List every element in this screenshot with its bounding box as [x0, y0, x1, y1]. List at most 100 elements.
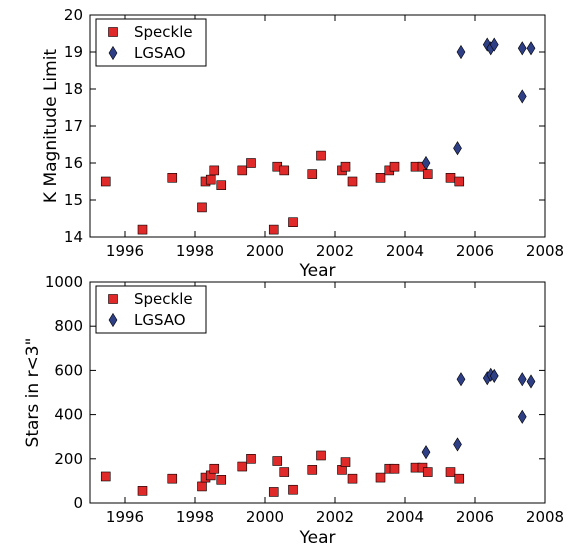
- top-speckle-point: [288, 217, 298, 227]
- top-speckle-point: [279, 165, 290, 176]
- bottom-speckle-point: [197, 481, 207, 492]
- top-lgsao-point: [526, 41, 536, 56]
- bottom-speckle-point: [137, 486, 148, 496]
- top-y-tick-label: 15: [64, 191, 83, 209]
- top-speckle-point: [167, 173, 178, 183]
- bottom-speckle-point: [272, 456, 283, 466]
- bottom-speckle-point: [216, 474, 227, 485]
- bottom-y-tick-label: 200: [54, 450, 83, 468]
- top-speckle-point: [422, 169, 433, 179]
- bottom-x-tick-label: 2004: [386, 508, 424, 526]
- bottom-panel: 1996 1998 2000 2002 2004 2006 2008 0 200 400 600 80…: [23, 273, 564, 548]
- top-speckle-point: [237, 165, 248, 176]
- top-speckle-point: [307, 169, 318, 179]
- bottom-lgsao-point: [453, 437, 462, 452]
- bottom-legend-speckle-label: Speckle: [134, 290, 193, 308]
- bottom-legend-speckle-marker: [108, 294, 118, 304]
- bottom-speckle-point: [237, 461, 248, 472]
- top-legend-lgsao-label: LGSAO: [134, 44, 186, 62]
- top-x-tick-label: 2002: [316, 242, 354, 260]
- top-lgsao-point: [421, 155, 431, 171]
- bottom-speckle-point: [422, 467, 433, 477]
- top-speckle-point: [375, 173, 386, 183]
- top-y-tick-label: 14: [64, 228, 83, 246]
- top-speckle-point: [216, 180, 227, 190]
- top-speckle-point: [246, 158, 256, 168]
- bottom-speckle-point: [347, 473, 358, 484]
- bottom-speckle-point: [209, 463, 220, 474]
- bottom-lgsao-point: [421, 445, 431, 460]
- top-speckle-point: [209, 165, 220, 176]
- bottom-x-tick-label: 1998: [176, 508, 214, 526]
- bottom-x-axis-label: Year: [299, 528, 336, 548]
- bottom-lgsao-point: [489, 368, 499, 383]
- top-lgsao-point: [456, 44, 466, 60]
- top-panel: 1996 1998 2000 2002 2004 2006 2008 14 15 16 17 18 19…: [41, 6, 564, 281]
- bottom-legend-box: [95, 285, 207, 334]
- bottom-y-tick-label: 600: [54, 361, 83, 379]
- bottom-speckle-point: [288, 484, 298, 495]
- top-legend-speckle-marker: [108, 27, 118, 37]
- top-speckle-point: [445, 173, 456, 183]
- top-speckle-point: [268, 224, 279, 235]
- top-x-tick-label: 2004: [386, 242, 424, 260]
- bottom-y-tick-label: 400: [54, 406, 83, 424]
- bottom-legend: Speckle LGSAO: [95, 285, 207, 334]
- bottom-speckle-point: [268, 487, 279, 497]
- top-legend-speckle-label: Speckle: [134, 23, 193, 41]
- bottom-y-axis-label: Stars in r<3": [23, 338, 43, 448]
- top-x-tick-label: 2000: [246, 242, 284, 260]
- top-x-tick-label: 1998: [176, 242, 214, 260]
- top-speckle-point: [137, 224, 148, 235]
- bottom-y-tick-label: 0: [73, 494, 83, 512]
- bottom-speckle-point: [445, 467, 456, 477]
- top-y-tick-label: 19: [64, 43, 83, 61]
- bottom-speckle-point: [340, 457, 351, 467]
- bottom-lgsao-point: [517, 409, 527, 424]
- top-speckle-point: [347, 176, 358, 187]
- bottom-legend-lgsao-label: LGSAO: [134, 311, 186, 329]
- bottom-y-tick-label: 1000: [45, 273, 83, 291]
- bottom-x-tick-label: 1996: [106, 508, 144, 526]
- top-y-tick-label: 17: [64, 117, 83, 135]
- bottom-speckle-point: [279, 467, 290, 477]
- bottom-speckle-point: [100, 471, 111, 482]
- bottom-speckle-point: [389, 463, 400, 474]
- bottom-legend-lgsao-marker: [108, 312, 118, 328]
- top-lgsao-point: [517, 41, 527, 56]
- top-legend: Speckle LGSAO: [95, 18, 207, 67]
- bottom-x-tick-label: 2006: [456, 508, 494, 526]
- bottom-lgsao-point: [456, 372, 466, 387]
- bottom-x-tick-label: 2008: [526, 508, 564, 526]
- top-y-tick-label: 18: [64, 80, 83, 98]
- top-y-axis-label: K Magnitude Limit: [41, 49, 61, 203]
- top-legend-lgsao-marker: [108, 45, 118, 61]
- bottom-lgsao-point: [517, 372, 527, 387]
- top-x-axis-label: Year: [299, 261, 336, 281]
- top-lgsao-point: [489, 37, 499, 52]
- top-x-tick-label: 2006: [456, 242, 494, 260]
- top-x-tick-label: 1996: [106, 242, 144, 260]
- bottom-speckle-point: [307, 465, 318, 475]
- top-speckle-point: [340, 161, 351, 172]
- top-plot-frame: [89, 14, 546, 238]
- bottom-x-tick-label: 2002: [316, 508, 354, 526]
- top-legend-box: [95, 18, 207, 67]
- top-speckle-point: [316, 150, 326, 161]
- top-lgsao-point: [453, 141, 462, 156]
- bottom-speckle-point: [246, 453, 256, 464]
- top-y-tick-label: 16: [64, 154, 83, 172]
- top-speckle-point: [100, 176, 111, 187]
- bottom-speckle-point: [454, 473, 465, 484]
- bottom-y-tick-label: 800: [54, 317, 83, 335]
- top-x-tick-label: 2008: [526, 242, 564, 260]
- bottom-speckle-point: [316, 450, 326, 461]
- bottom-lgsao-point: [526, 374, 536, 389]
- bottom-x-tick-label: 2000: [246, 508, 284, 526]
- top-speckle-point: [454, 176, 465, 187]
- top-speckle-point: [205, 174, 216, 185]
- top-y-tick-label: 20: [64, 6, 83, 24]
- top-lgsao-point: [517, 89, 527, 104]
- top-speckle-point: [389, 161, 400, 172]
